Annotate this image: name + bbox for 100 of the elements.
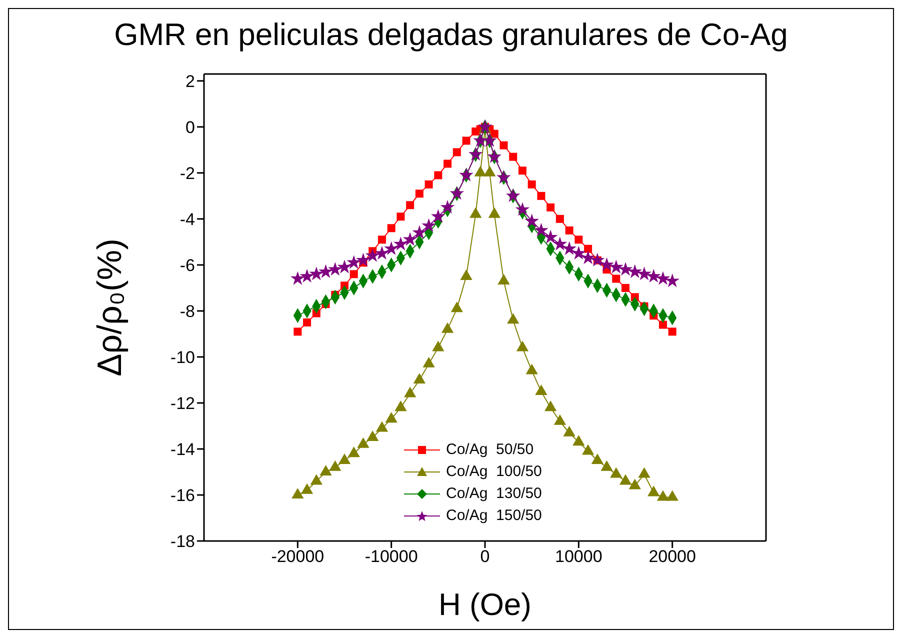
point [582, 444, 594, 455]
point [348, 446, 360, 458]
point [402, 232, 418, 246]
point [328, 262, 342, 276]
point [584, 244, 592, 253]
point [394, 236, 408, 250]
point [374, 246, 390, 260]
point [460, 269, 472, 280]
point [462, 136, 470, 145]
point [440, 200, 455, 214]
x-tick-label: 10000 [555, 547, 602, 566]
point [387, 224, 396, 232]
legend-label: Co/Ag 50/50 [446, 440, 534, 460]
point [496, 170, 511, 184]
point [537, 192, 546, 200]
point [459, 168, 474, 182]
point [507, 313, 520, 324]
point [385, 412, 398, 423]
point [310, 474, 322, 485]
point [546, 203, 555, 212]
x-tick-label: 0 [480, 547, 490, 566]
point [622, 284, 630, 292]
x-tick-label: -10000 [364, 547, 418, 566]
point [490, 130, 498, 138]
point [473, 133, 488, 147]
point [544, 400, 557, 412]
point [498, 274, 510, 285]
point [591, 453, 604, 464]
point [543, 230, 558, 244]
point [572, 435, 585, 446]
point [432, 340, 444, 352]
point [518, 166, 526, 175]
point [422, 356, 435, 368]
x-axis-title: H (Oe) [438, 587, 532, 622]
point [412, 225, 427, 239]
point [422, 218, 436, 232]
point [619, 474, 632, 485]
point [524, 214, 540, 228]
point [562, 241, 576, 255]
y-tick-label: -16 [170, 486, 195, 506]
point [424, 180, 433, 188]
point [320, 464, 332, 476]
point [618, 262, 633, 276]
point [535, 384, 548, 395]
point [300, 268, 314, 283]
point [571, 246, 586, 260]
point [552, 236, 568, 250]
y-tick-label: -8 [180, 302, 195, 321]
point [638, 467, 650, 478]
point [452, 148, 461, 156]
point [329, 460, 342, 471]
point [309, 266, 324, 280]
y-tick-label: -18 [170, 532, 195, 552]
point [628, 478, 641, 490]
point [580, 250, 596, 264]
point [656, 490, 670, 501]
y-tick-label: -4 [180, 210, 195, 229]
legend-label: Co/Ag 130/50 [446, 484, 542, 504]
point [404, 386, 416, 398]
point [637, 266, 652, 280]
point [516, 340, 529, 352]
point [406, 201, 414, 210]
point [526, 364, 538, 374]
point [610, 467, 622, 478]
point [574, 236, 583, 244]
point [338, 453, 351, 464]
y-tick-label: -12 [170, 394, 195, 414]
point [434, 171, 442, 180]
point [628, 264, 642, 278]
point [648, 486, 660, 496]
point [378, 236, 386, 244]
point [500, 141, 508, 150]
point [668, 328, 676, 336]
chart-title: GMR en peliculas delgadas granulares de Co-Ag [113, 17, 789, 53]
point [666, 490, 678, 501]
point [303, 318, 312, 326]
point [565, 226, 574, 234]
point [415, 190, 424, 198]
point [509, 152, 518, 161]
point [290, 271, 305, 285]
legend-label: Co/Ag 150/50 [446, 506, 542, 526]
y-tick-label: 0 [186, 118, 195, 137]
point [600, 460, 613, 471]
point [365, 248, 380, 262]
point [658, 320, 667, 329]
point [506, 188, 520, 202]
point [346, 255, 362, 269]
x-tick-label: -20000 [271, 547, 324, 566]
point [528, 180, 536, 188]
point [292, 488, 304, 498]
point [441, 322, 454, 333]
point [487, 149, 502, 163]
point [394, 400, 407, 412]
point [590, 252, 605, 266]
point [600, 257, 614, 272]
x-tick-label: 20000 [648, 547, 696, 566]
point [534, 222, 548, 237]
point [450, 186, 464, 200]
point [366, 430, 379, 441]
point [563, 426, 576, 436]
